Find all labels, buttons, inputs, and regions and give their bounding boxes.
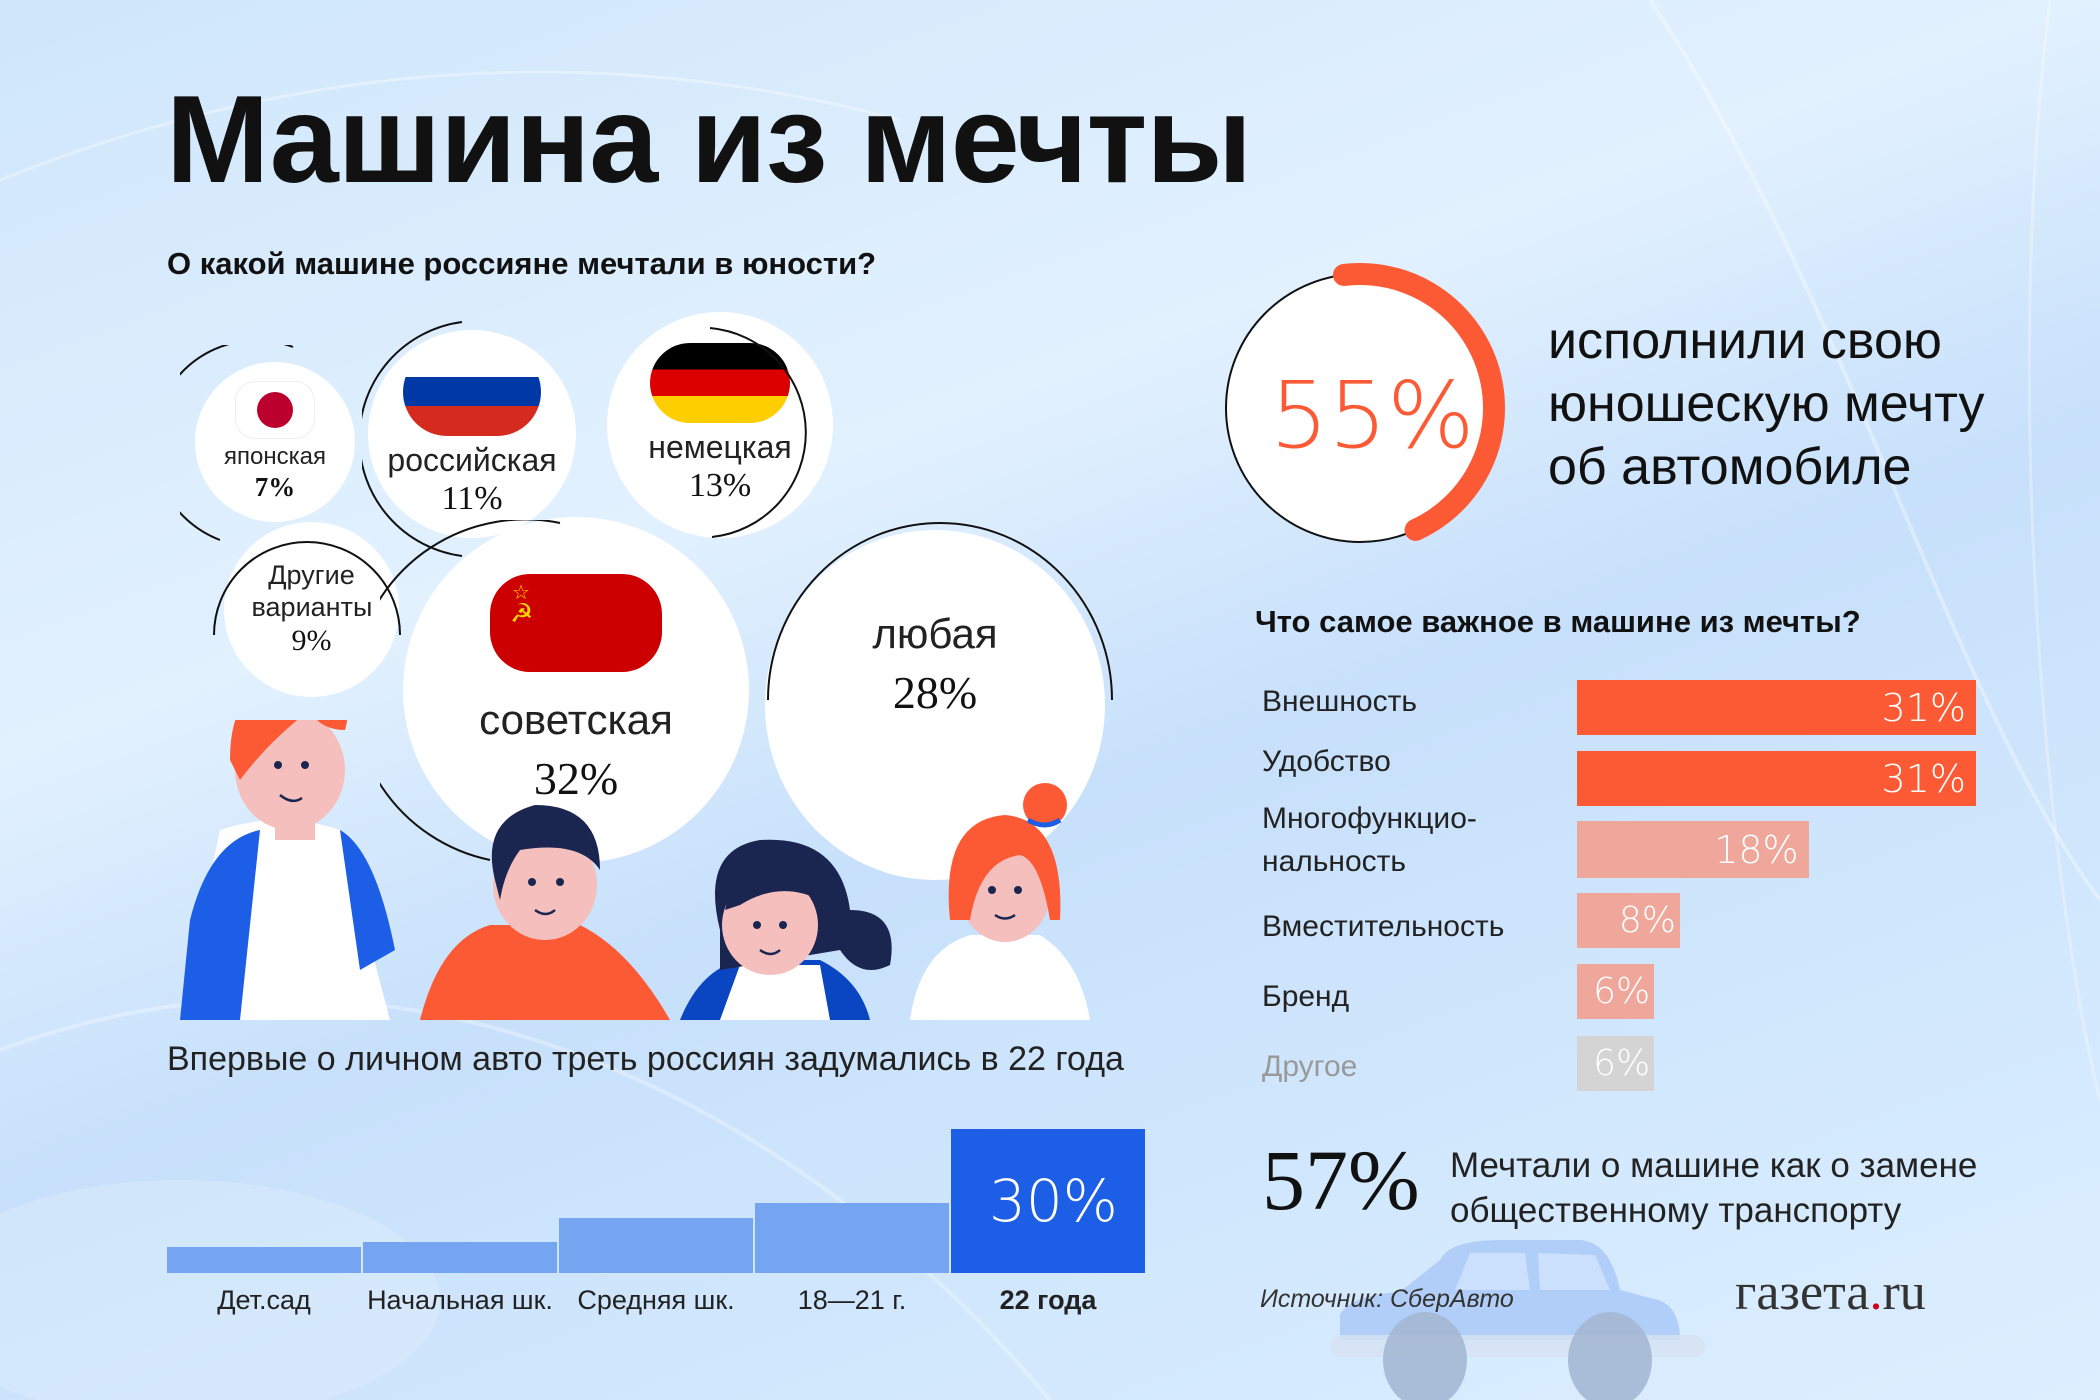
importance-value-label: 6%: [1593, 1043, 1651, 1084]
bubble-label: российская: [387, 442, 557, 479]
age-category-label: 22 года: [999, 1285, 1097, 1315]
bubble-german: немецкая 13%: [607, 312, 833, 538]
importance-value-label: 18%: [1714, 827, 1799, 872]
importance-value-label: 31%: [1881, 685, 1966, 730]
age-category-label: Средняя шк.: [577, 1285, 735, 1315]
person-girl-red-hair: [910, 783, 1090, 1020]
logo-dot: .: [1869, 1264, 1883, 1321]
fulfilled-percent: 55%: [1270, 362, 1475, 469]
age-category-label: 18—21 г.: [797, 1285, 907, 1315]
age-bar: [951, 1129, 1145, 1273]
person-tall-boy: [180, 720, 395, 1020]
bubble-value: 9%: [291, 623, 332, 657]
importance-label: Другое: [1262, 1050, 1358, 1083]
importance-label: Вместительность: [1262, 910, 1505, 943]
logo-tld: ru: [1882, 1264, 1926, 1321]
bubble-label: немецкая: [648, 429, 792, 466]
bubble-russian: российская 11%: [368, 330, 576, 538]
fulfilled-description: исполнили свою юношескую мечту об автомо…: [1548, 312, 1985, 496]
importance-label: Многофункцио- нальность: [1262, 802, 1477, 878]
logo-main: газета: [1735, 1264, 1870, 1321]
importance-label: Бренд: [1262, 980, 1350, 1013]
bubble-value: 7%: [254, 471, 296, 502]
person-girl-dark-hair: [680, 839, 892, 1020]
bubble-japanese: японская 7%: [195, 362, 355, 522]
bubble-label: японская: [224, 443, 326, 470]
people-illustration: [180, 720, 1090, 1020]
age-category-label: Начальная шк.: [367, 1285, 553, 1315]
age-highlight-value: 30%: [989, 1167, 1118, 1235]
person-boy-hoodie: [420, 805, 670, 1020]
bubble-others: Другие варианты 9%: [224, 522, 399, 697]
bubble-value: 11%: [441, 480, 503, 517]
car-silhouette-icon: [1330, 1240, 1705, 1400]
ussr-flag-icon: ☆ ☭: [490, 574, 662, 673]
bubble-label: Другие варианты: [251, 560, 373, 622]
russia-flag-icon: [403, 348, 541, 437]
fulfilled-ring-chart: [1225, 263, 1505, 543]
importance-value-label: 6%: [1593, 971, 1651, 1012]
bubble-value: 13%: [688, 467, 752, 504]
importance-value-label: 8%: [1618, 900, 1676, 941]
public-transport-percent: 57%: [1262, 1132, 1420, 1228]
gazeta-logo[interactable]: газета.ru: [1735, 1263, 1926, 1322]
public-transport-text: Мечтали о машине как о замене общественн…: [1450, 1146, 1978, 1230]
page-title: Машина из мечты: [166, 71, 1252, 209]
bubble-value: 28%: [892, 666, 978, 718]
importance-value-label: 31%: [1881, 756, 1966, 801]
importance-label: Удобство: [1262, 745, 1391, 778]
age-category-label: Дет.сад: [217, 1285, 311, 1315]
age-bar: [167, 1246, 361, 1273]
japan-flag-icon: [235, 381, 315, 439]
importance-bar: 31%: [1577, 751, 1976, 806]
importance-bar: 31%: [1577, 680, 1976, 735]
germany-flag-icon: [650, 343, 790, 424]
source-note: Источник: СберАвто: [1260, 1285, 1514, 1313]
bubble-label: любая: [872, 610, 998, 658]
age-chart-title: Впервые о личном авто треть россиян заду…: [167, 1040, 1124, 1078]
importance-bar: 6%: [1577, 964, 1655, 1019]
importance-bar: 8%: [1577, 893, 1680, 948]
importance-bar: 18%: [1577, 821, 1809, 878]
importance-question: Что самое важное в машине из мечты?: [1255, 604, 1861, 639]
ring-progress-arc: [1332, 263, 1505, 541]
dream-car-question: О какой машине россияне мечтали в юности…: [167, 246, 877, 281]
age-bar: [363, 1241, 557, 1273]
importance-bar: 6%: [1577, 1036, 1655, 1091]
importance-label: Внешность: [1262, 685, 1417, 718]
age-bar: [559, 1217, 753, 1273]
age-bar: [755, 1203, 949, 1273]
